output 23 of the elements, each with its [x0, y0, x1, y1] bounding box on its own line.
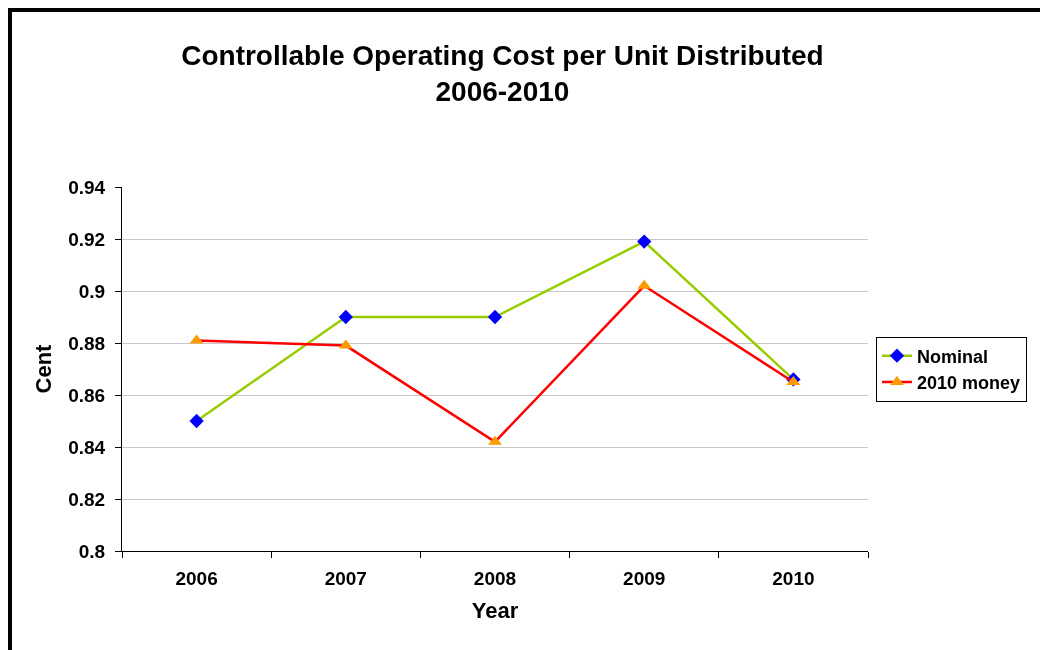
- x-tick-label: 2007: [324, 567, 367, 589]
- point: [189, 413, 204, 429]
- chart-title: Controllable Operating Cost per Unit Distributed 2006-2010: [181, 40, 824, 108]
- y-tick-label: 0.92: [68, 228, 106, 250]
- y-tick-label: 0.86: [68, 384, 106, 406]
- x-tick-label: 2009: [623, 567, 666, 589]
- point: [488, 435, 502, 445]
- x-tick-label: 2008: [473, 567, 517, 589]
- x-tick-label: 2006: [175, 567, 218, 589]
- y-tick-label: 0.8: [78, 540, 106, 562]
- y-tick-label: 0.94: [68, 176, 106, 198]
- x-axis-title: Year: [471, 597, 519, 623]
- point: [338, 309, 353, 325]
- point: [487, 309, 503, 325]
- legend-label: Nominal: [916, 346, 988, 367]
- x-tick-label: 2010: [772, 567, 815, 589]
- legend-label: 2010 money: [916, 373, 1021, 394]
- y-tick-label: 0.84: [68, 436, 106, 458]
- y-tick-label: 0.88: [68, 332, 106, 354]
- y-tick-label: 0.82: [68, 488, 106, 510]
- y-axis-title: Cent: [31, 343, 57, 394]
- point: [637, 234, 652, 249]
- y-tick-label: 0.9: [78, 280, 106, 302]
